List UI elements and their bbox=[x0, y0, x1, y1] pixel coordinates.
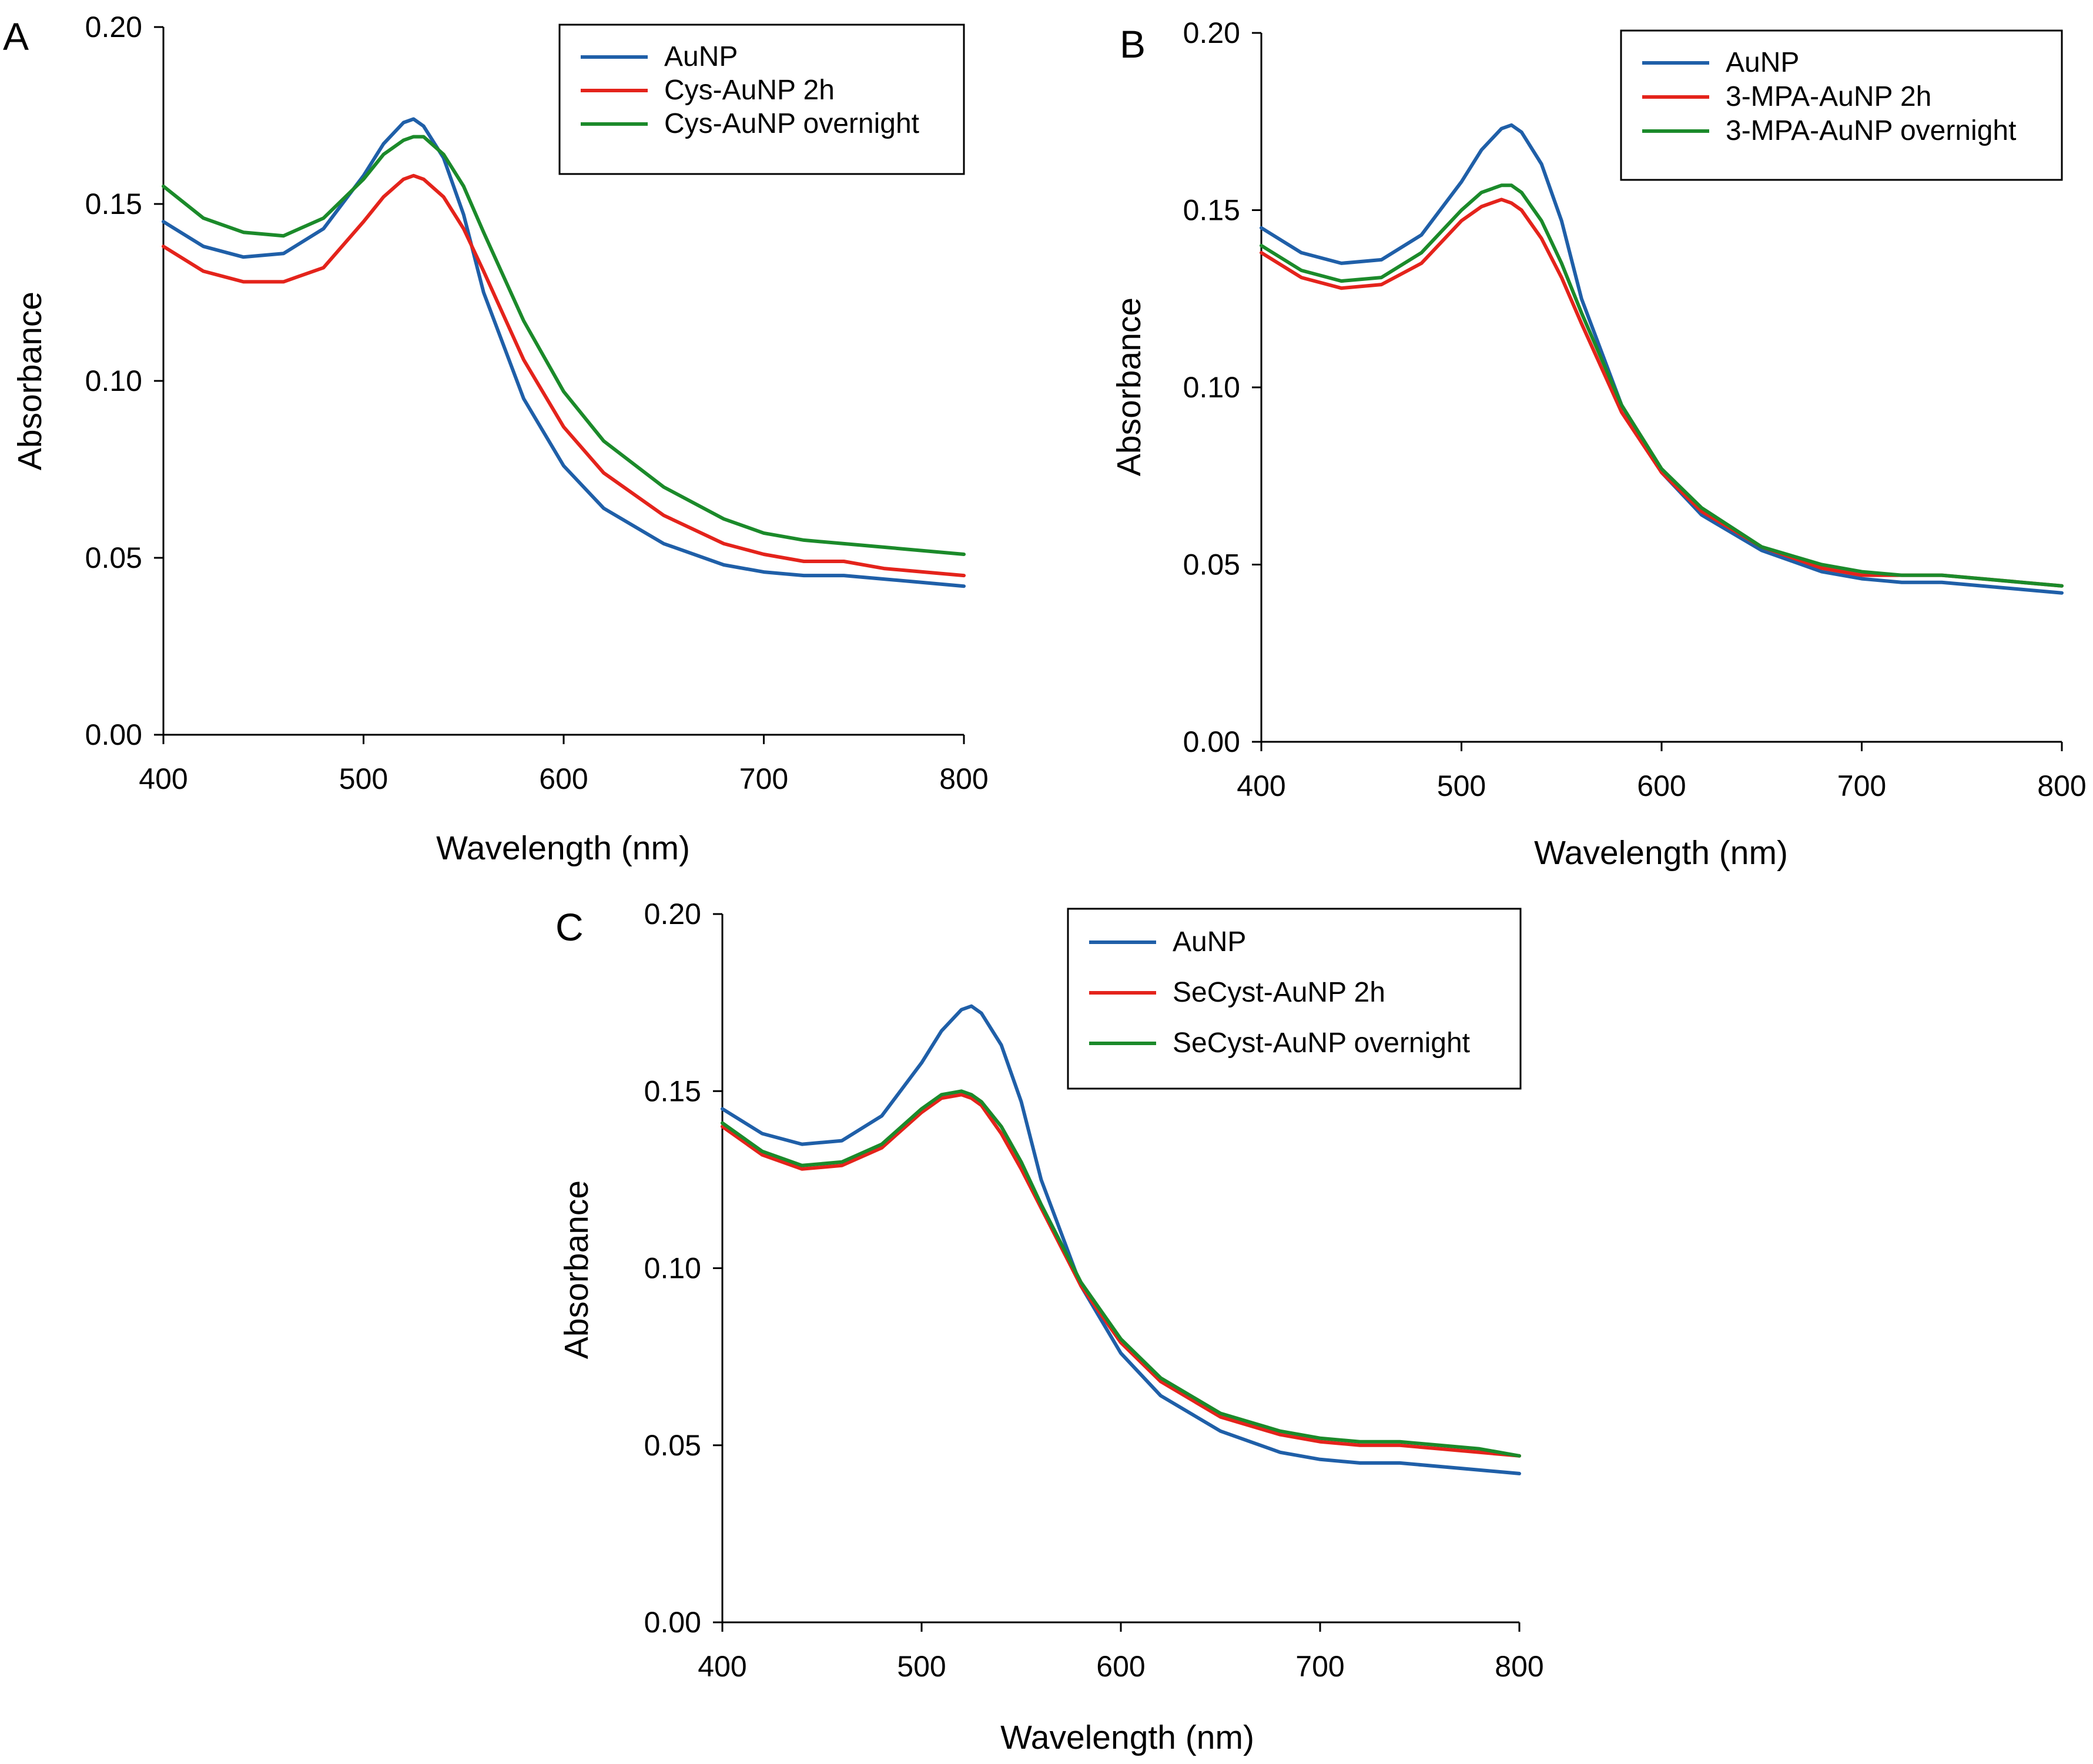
series-line-3 bbox=[1260, 183, 2064, 588]
panel-c: C 0.00 0.05 0.10 0.15 0.20 400 500 600 700 800 Wave… bbox=[555, 898, 1544, 1756]
series-line-2 bbox=[1260, 198, 2064, 588]
legend: AuNP SeCyst-AuNP 2h SeCyst-AuNP overnight bbox=[1067, 908, 1522, 1090]
x-axis-title: Wavelength (nm) bbox=[1000, 1719, 1254, 1756]
x-tick-label: 500 bbox=[897, 1650, 946, 1683]
panel-letter: C bbox=[555, 905, 584, 949]
x-tick-label: 700 bbox=[1295, 1650, 1344, 1683]
x-tick-label: 700 bbox=[739, 762, 788, 795]
legend-label: Cys-AuNP overnight bbox=[664, 108, 919, 139]
y-tick-label: 0.20 bbox=[644, 898, 701, 930]
y-tick-label: 0.00 bbox=[85, 718, 142, 751]
y-tick-label: 0.15 bbox=[644, 1075, 701, 1107]
panel-letter: B bbox=[1120, 22, 1146, 66]
legend-label: AuNP bbox=[664, 41, 738, 72]
x-axis-title: Wavelength (nm) bbox=[1534, 834, 1788, 872]
y-tick-label: 0.10 bbox=[644, 1252, 701, 1285]
x-tick-label: 600 bbox=[539, 762, 588, 795]
panel-a: A 0.00 0.05 0.10 0.15 0.20 400 500 600 700 800 Wave… bbox=[3, 11, 989, 867]
y-tick-label: 0.10 bbox=[85, 364, 142, 397]
series-line-1 bbox=[721, 1004, 1521, 1475]
legend-label: AuNP bbox=[1726, 47, 1799, 78]
legend-label: Cys-AuNP 2h bbox=[664, 75, 835, 106]
panel-letter: A bbox=[3, 15, 29, 58]
legend-label: SeCyst-AuNP overnight bbox=[1173, 1027, 1470, 1059]
legend-box bbox=[1067, 908, 1522, 1090]
legend-label: SeCyst-AuNP 2h bbox=[1173, 977, 1385, 1008]
x-tick-label: 600 bbox=[1096, 1650, 1145, 1683]
legend-label: AuNP bbox=[1173, 926, 1246, 958]
y-tick-label: 0.00 bbox=[1183, 725, 1240, 758]
x-axis-title: Wavelength (nm) bbox=[436, 829, 690, 867]
series-line-2 bbox=[162, 173, 966, 578]
y-tick-label: 0.15 bbox=[85, 188, 142, 220]
panel-b: B 0.00 0.05 0.10 0.15 0.20 400 500 600 700 800 Wave… bbox=[1110, 16, 2087, 872]
x-tick-label: 700 bbox=[1837, 769, 1886, 802]
series-line-2 bbox=[721, 1093, 1521, 1458]
legend-box bbox=[1620, 29, 2063, 181]
x-tick-label: 600 bbox=[1637, 769, 1686, 802]
x-tick-label: 800 bbox=[939, 762, 988, 795]
x-tick-label: 400 bbox=[698, 1650, 746, 1683]
legend-label: 3-MPA-AuNP 2h bbox=[1726, 81, 1931, 112]
y-tick-label: 0.15 bbox=[1183, 194, 1240, 227]
legend-label: 3-MPA-AuNP overnight bbox=[1726, 115, 2016, 146]
series-line-3 bbox=[162, 135, 966, 556]
y-axis-title: Absorbance bbox=[558, 1180, 595, 1359]
x-tick-label: 400 bbox=[139, 762, 187, 795]
series-line-1 bbox=[1260, 123, 2064, 595]
y-axis-title: Absorbance bbox=[1110, 297, 1148, 476]
series-line-1 bbox=[162, 117, 966, 588]
y-tick-label: 0.20 bbox=[1183, 16, 1240, 49]
y-tick-label: 0.00 bbox=[644, 1606, 701, 1639]
x-tick-label: 800 bbox=[2037, 769, 2086, 802]
y-tick-label: 0.05 bbox=[1183, 548, 1240, 581]
x-tick-label: 400 bbox=[1237, 769, 1285, 802]
y-axis-title: Absorbance bbox=[11, 292, 49, 470]
y-tick-label: 0.05 bbox=[644, 1429, 701, 1462]
series-line-3 bbox=[721, 1089, 1521, 1458]
legend-box bbox=[558, 24, 965, 175]
x-tick-label: 500 bbox=[1437, 769, 1486, 802]
y-tick-label: 0.20 bbox=[85, 11, 142, 43]
x-tick-label: 500 bbox=[339, 762, 388, 795]
y-tick-label: 0.05 bbox=[85, 541, 142, 574]
x-tick-label: 800 bbox=[1495, 1650, 1543, 1683]
y-tick-label: 0.10 bbox=[1183, 371, 1240, 404]
